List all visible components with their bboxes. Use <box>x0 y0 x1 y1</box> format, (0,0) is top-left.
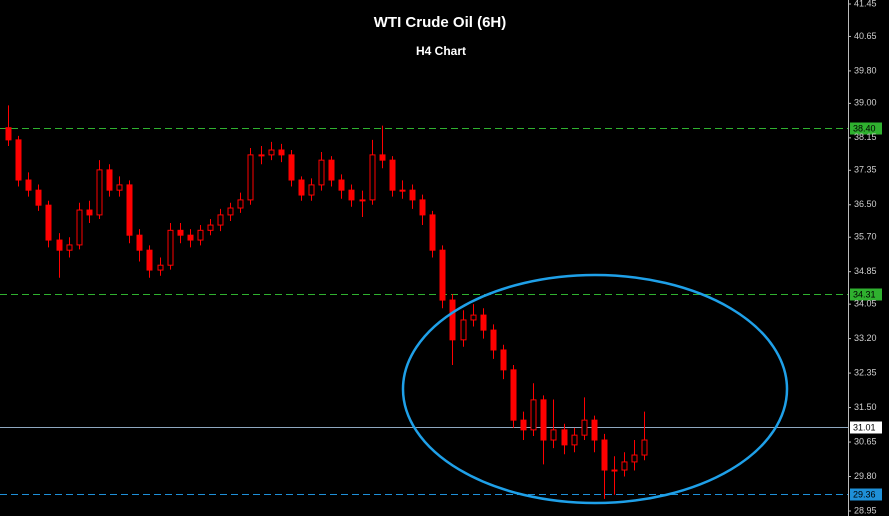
candle-body <box>116 184 123 191</box>
candle-body <box>146 249 153 271</box>
highlight-ellipse <box>401 273 789 505</box>
candle-body <box>227 207 234 216</box>
candle-body <box>631 454 638 463</box>
candle-body <box>581 419 588 436</box>
candle-body <box>338 179 345 191</box>
candle-body <box>25 179 32 191</box>
candle-body <box>76 209 83 246</box>
candle-body <box>247 154 254 201</box>
y-tick-label: 37.35 <box>854 165 877 175</box>
y-tick-label: 32.35 <box>854 367 877 377</box>
candle-body <box>96 169 103 216</box>
y-tick-label: 35.70 <box>854 232 877 242</box>
candle-body <box>308 184 315 196</box>
level-label: 38.40 <box>853 123 876 133</box>
candle-body <box>399 189 406 192</box>
candle-body <box>520 419 527 431</box>
candle-body <box>136 234 143 251</box>
candle-body <box>591 419 598 441</box>
candle-body <box>409 189 416 201</box>
candle-body <box>157 264 164 271</box>
y-tick-label: 39.80 <box>854 65 877 75</box>
candle-body <box>530 399 537 431</box>
level-label-box <box>850 488 882 501</box>
candle-body <box>540 399 547 441</box>
candle-body <box>641 439 648 456</box>
candle-body <box>621 461 628 471</box>
candle-body <box>56 239 63 251</box>
candle-body <box>561 429 568 446</box>
candle-body <box>35 189 42 206</box>
candle-body <box>348 189 355 201</box>
y-tick-label: 29.80 <box>854 471 877 481</box>
candle-body <box>460 319 467 341</box>
candle-body <box>278 149 285 156</box>
candle-body <box>379 154 386 161</box>
candle-body <box>106 169 113 191</box>
candle-body <box>86 209 93 216</box>
candle-body <box>207 224 214 231</box>
y-tick-label: 41.45 <box>854 0 877 8</box>
candle-body <box>490 329 497 351</box>
y-tick-label: 28.95 <box>854 505 877 515</box>
level-label-box <box>850 288 882 301</box>
y-tick-label: 38.15 <box>854 132 877 142</box>
level-label-box <box>850 421 882 434</box>
candle-body <box>389 159 396 191</box>
y-tick-label: 36.50 <box>854 199 877 209</box>
candle-body <box>369 154 376 201</box>
candle-body <box>288 154 295 181</box>
level-label: 31.01 <box>853 422 876 432</box>
price-axis: 41.45 40.65 39.80 39.00 38.15 37.35 36.50 35.70… <box>848 0 877 515</box>
level-lines: 38.40 34.31 31.01 29.36 <box>0 122 882 501</box>
y-tick-label: 33.20 <box>854 333 877 343</box>
candle-body <box>167 229 174 266</box>
candle-body <box>328 159 335 181</box>
candle-body <box>318 159 325 186</box>
y-tick-label: 40.65 <box>854 31 877 41</box>
level-label-box <box>850 122 882 135</box>
candle-body <box>258 154 265 157</box>
candle-body <box>429 214 436 251</box>
candle-body <box>510 369 517 421</box>
level-label: 34.31 <box>853 289 876 299</box>
y-tick-label: 31.50 <box>854 402 877 412</box>
candle-body <box>268 149 275 156</box>
candle-body <box>66 244 73 251</box>
candle-body <box>571 434 578 446</box>
chart-title: WTI Crude Oil (6H) <box>374 14 507 31</box>
candle-body <box>197 229 204 241</box>
candle-body <box>15 139 22 181</box>
chart-subtitle: H4 Chart <box>416 44 466 58</box>
candle-body <box>449 299 456 341</box>
candle-body <box>359 199 366 202</box>
candle-body <box>550 429 557 441</box>
candle-body <box>45 204 52 241</box>
candle-body <box>500 349 507 371</box>
candle-body <box>298 179 305 196</box>
candle-body <box>237 199 244 209</box>
y-tick-label: 39.00 <box>854 98 877 108</box>
y-tick-label: 34.05 <box>854 299 877 309</box>
candle-body <box>187 234 194 241</box>
candle-body <box>439 249 446 301</box>
level-label: 29.36 <box>853 489 876 499</box>
candle-body <box>126 184 133 236</box>
candle-body <box>177 229 184 236</box>
candles <box>5 105 648 499</box>
candle-body <box>470 314 477 321</box>
y-tick-label: 34.85 <box>854 266 877 276</box>
candle-body <box>611 469 618 472</box>
candle-body <box>419 199 426 216</box>
candle-body <box>480 314 487 331</box>
y-tick-label: 30.65 <box>854 436 877 446</box>
candle-body <box>5 127 12 141</box>
candle-body <box>601 439 608 471</box>
candle-body <box>217 214 224 226</box>
